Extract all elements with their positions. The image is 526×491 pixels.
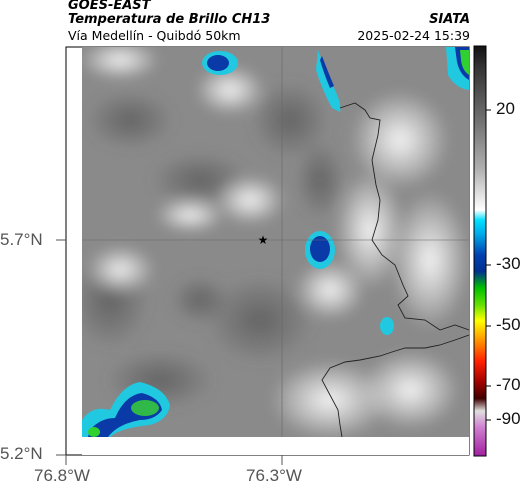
cloud-field	[82, 47, 469, 437]
lon-label: 76.3°W	[246, 466, 302, 485]
lat-label: 5.7°N	[0, 230, 43, 249]
star-icon: ★	[258, 233, 269, 247]
colorbar-tick-label: -50	[496, 315, 521, 334]
source-label: SIATA	[429, 12, 470, 27]
timestamp: 2025-02-24 15:39	[357, 28, 470, 43]
region-subtitle: Vía Medellín - Quibdó 50km	[68, 28, 241, 43]
border-line	[321, 334, 469, 437]
product-title: Temperatura de Brillo CH13	[68, 12, 271, 27]
colorbar-tick-label: -90	[496, 409, 521, 428]
lon-label: 76.8°W	[34, 466, 90, 485]
convective-cells	[82, 47, 469, 437]
border-line	[339, 102, 469, 331]
satellite-title: GOES-EAST	[68, 0, 151, 13]
colorbar	[473, 45, 491, 457]
lat-label: 5.2°N	[0, 444, 43, 463]
colorbar-tick-label: -30	[496, 254, 521, 273]
colorbar-tick-label: -70	[496, 375, 521, 394]
colorbar-tick-label: 20	[496, 99, 515, 118]
